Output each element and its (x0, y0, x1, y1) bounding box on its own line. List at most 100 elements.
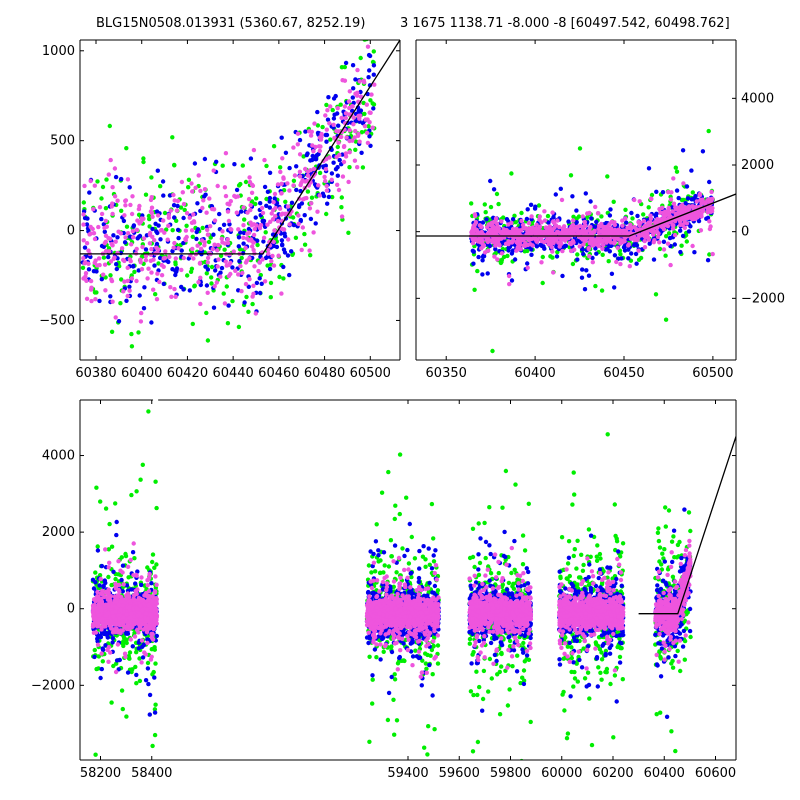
data-point-blue (82, 245, 88, 250)
data-point-green (94, 485, 99, 490)
data-point-magenta (524, 226, 529, 231)
data-point-blue (166, 259, 171, 265)
data-point-magenta (530, 243, 535, 248)
data-point-green (392, 677, 398, 682)
data-point-magenta (515, 239, 521, 245)
data-point-magenta (481, 243, 487, 248)
data-point-magenta (549, 244, 554, 250)
data-point-green (95, 544, 100, 549)
data-point-magenta (479, 224, 484, 230)
data-point-blue (660, 190, 666, 195)
data-point-magenta (195, 243, 200, 248)
data-point-magenta (82, 183, 87, 189)
data-point-magenta (599, 223, 604, 228)
data-point-green (320, 124, 325, 130)
data-point-green (152, 732, 158, 738)
data-point-magenta (168, 285, 173, 290)
data-point-blue (335, 111, 340, 116)
data-point-green (483, 555, 488, 561)
data-point-blue (237, 259, 242, 264)
data-point-green (561, 689, 566, 695)
data-point-magenta (560, 229, 565, 235)
data-point-magenta (620, 223, 625, 228)
data-point-blue (485, 271, 490, 276)
data-point-blue (581, 251, 586, 257)
data-point-magenta (140, 244, 145, 250)
data-point-magenta (151, 257, 156, 262)
data-point-green (690, 190, 695, 195)
data-point-blue (325, 117, 331, 122)
data-point-green (474, 669, 479, 674)
data-point-green (569, 655, 574, 661)
data-point-green (377, 570, 383, 576)
data-point-magenta (211, 168, 216, 173)
data-point-blue (171, 203, 177, 208)
data-point-blue (353, 77, 358, 82)
data-point-blue (267, 170, 273, 175)
data-point-green (679, 197, 685, 203)
data-point-magenta (250, 244, 255, 249)
data-point-magenta (226, 262, 232, 268)
data-point-green (209, 275, 214, 280)
data-point-magenta (271, 239, 276, 244)
data-point-magenta (244, 236, 250, 241)
data-point-green (150, 743, 155, 749)
data-point-green (189, 266, 195, 271)
data-point-magenta (223, 151, 229, 156)
data-point-magenta (710, 205, 715, 211)
data-point-magenta (339, 115, 344, 121)
data-point-green (121, 643, 126, 649)
data-point-magenta (312, 121, 317, 126)
data-point-green (623, 207, 628, 212)
data-point-blue (161, 193, 166, 198)
data-point-green (475, 692, 480, 698)
data-point-green (253, 201, 258, 207)
data-point-green (397, 511, 402, 517)
data-point-magenta (270, 253, 275, 259)
data-point-green (391, 584, 396, 589)
data-point-magenta (690, 204, 695, 209)
data-point-magenta (119, 246, 125, 251)
data-point-blue (122, 240, 128, 245)
data-point-green (101, 255, 107, 260)
data-point-blue (91, 269, 97, 274)
data-point-blue (297, 137, 303, 143)
data-point-blue (154, 229, 159, 234)
data-point-blue (236, 235, 242, 240)
y-tick-label: 2000 (741, 158, 774, 173)
data-point-blue (236, 288, 241, 293)
data-point-green (707, 252, 712, 257)
data-point-magenta (295, 142, 300, 147)
data-point-magenta (341, 159, 347, 165)
data-point-green (423, 557, 428, 562)
data-point-blue (686, 229, 692, 234)
data-point-blue (371, 72, 376, 77)
data-point-green (152, 647, 157, 652)
data-point-green (265, 263, 270, 268)
data-point-magenta (490, 226, 496, 231)
data-point-green (381, 570, 386, 575)
data-point-magenta (364, 130, 370, 136)
data-point-green (488, 204, 494, 210)
data-point-magenta (253, 311, 258, 316)
data-point-magenta (161, 256, 166, 261)
data-point-blue (157, 255, 163, 261)
data-point-magenta (342, 78, 348, 83)
data-point-magenta (615, 245, 620, 250)
data-point-blue (672, 242, 677, 247)
data-point-green (205, 338, 211, 343)
data-point-green (585, 670, 591, 675)
data-point-blue (335, 173, 340, 178)
data-point-green (520, 562, 526, 567)
data-point-blue (181, 215, 186, 221)
data-point-magenta (271, 263, 277, 268)
data-point-blue (103, 643, 108, 648)
data-point-blue (621, 245, 627, 250)
data-point-green (146, 213, 152, 219)
data-point-blue (257, 290, 263, 296)
data-point-blue (626, 247, 631, 252)
x-tick-label: 60460 (258, 366, 299, 381)
data-point-blue (202, 194, 207, 199)
data-point-blue (689, 197, 694, 202)
data-point-green (468, 689, 474, 694)
